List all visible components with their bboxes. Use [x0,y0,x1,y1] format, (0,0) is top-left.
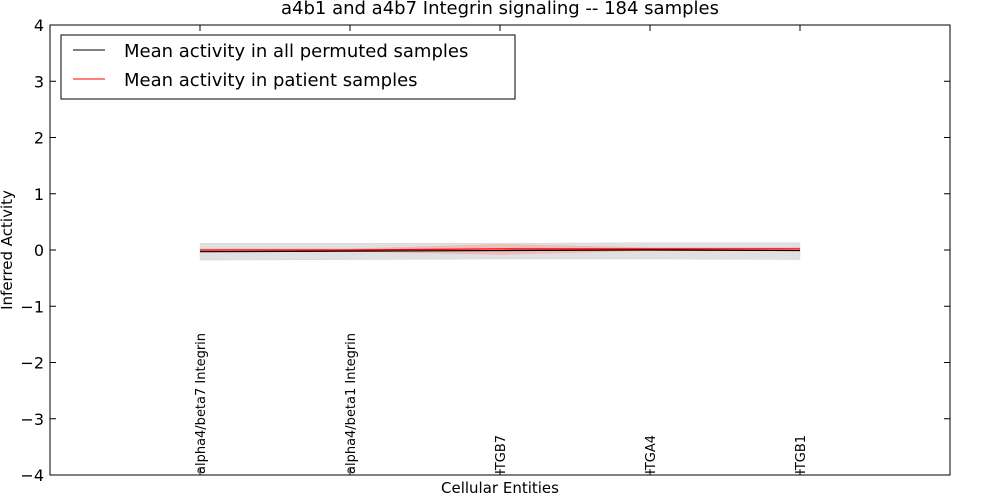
x-tick-label: alpha4/beta7 Integrin [194,333,209,474]
legend-box [60,34,516,100]
x-tick-label: alpha4/beta1 Integrin [344,333,359,474]
legend: Mean activity in all permuted samples Me… [60,34,516,100]
y-tick-label: 0 [34,241,44,260]
legend-label-patient: Mean activity in patient samples [124,70,418,91]
y-tick-label: 2 [34,129,44,148]
chart-title: a4b1 and a4b7 Integrin signaling -- 184 … [281,0,719,19]
y-tick-label: 1 [34,185,44,204]
x-axis-label: Cellular Entities [441,479,559,497]
y-tick-label: −4 [20,466,44,485]
x-tick-label: ITGB1 [794,435,809,474]
y-tick-label: 3 [34,72,44,91]
y-tick-label: −1 [20,297,44,316]
y-axis-label: Inferred Activity [0,190,16,310]
legend-label-permuted: Mean activity in all permuted samples [124,41,468,62]
y-tick-label: −2 [20,354,44,373]
x-tick-label: ITGB7 [494,435,509,474]
patient-mean-line [200,248,800,251]
y-tick-label: 4 [34,16,44,35]
permuted-mean-line [199,249,801,253]
x-tick-label: ITGA4 [644,435,659,474]
y-tick-label: −3 [20,410,44,429]
